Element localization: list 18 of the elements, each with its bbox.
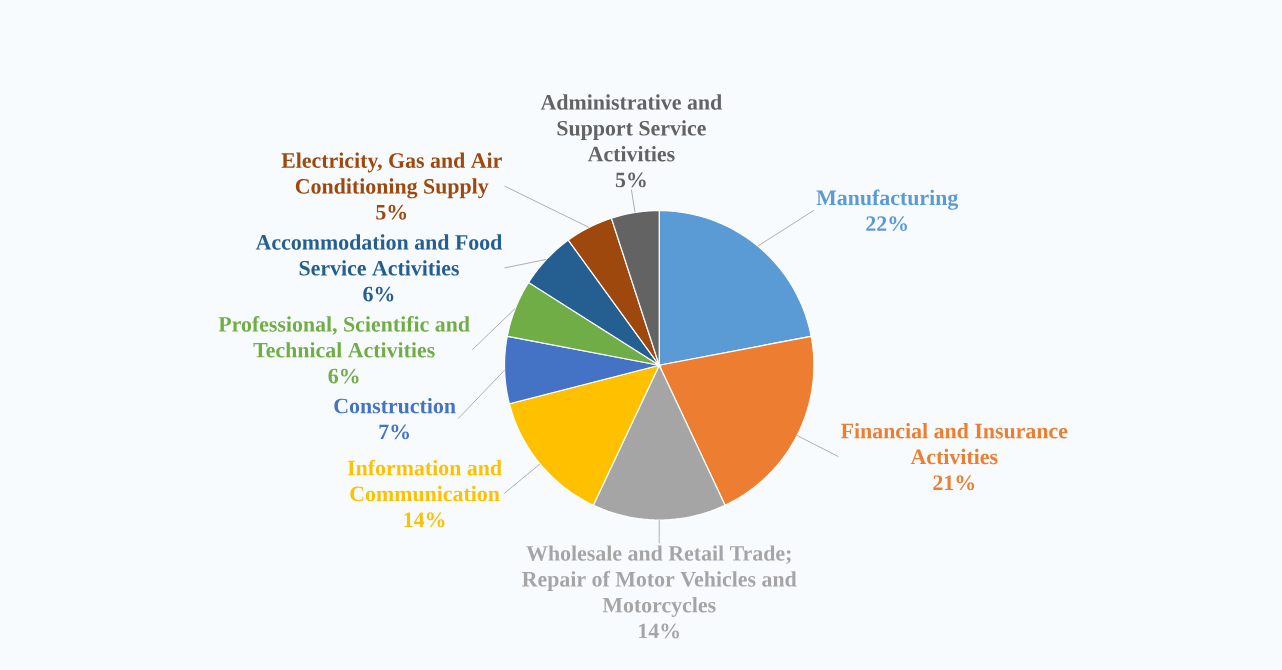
slice-label: Electricity, Gas and Air Conditioning Supply: [281, 152, 502, 199]
slice-label: Information and Communication: [347, 459, 502, 502]
data-label: 14%: [404, 512, 445, 528]
slice-label: Professional, Scientific and Technical Activities: [218, 316, 470, 358]
slice-label: Manufacturing: [816, 189, 959, 210]
slice-label: Wholesale and Retail Trade; Repair of Motor Vehicles and Motorcycles: [522, 545, 797, 618]
slice-label: Administrative and Support Service Activities: [540, 94, 722, 162]
data-label: 6%: [363, 286, 394, 302]
data-label: 5%: [376, 204, 407, 220]
data-label: 6%: [328, 368, 359, 384]
slice-label: Construction: [334, 398, 456, 414]
slice-label: Financial and Insurance Activities: [840, 423, 1068, 465]
slice-label: Accommodation and Food Service Activities: [255, 234, 503, 276]
data-label: 21%: [933, 475, 975, 491]
data-label: 7%: [379, 424, 409, 440]
data-label: 14%: [639, 623, 680, 639]
data-label: 5%: [615, 172, 646, 188]
data-label: 22%: [866, 216, 908, 232]
